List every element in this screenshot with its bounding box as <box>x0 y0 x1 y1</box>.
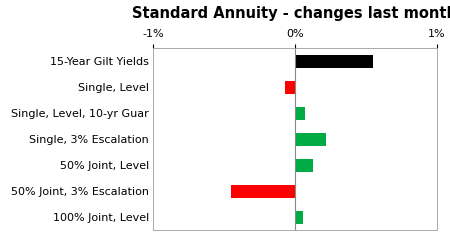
Bar <box>295 107 305 120</box>
Bar <box>295 159 313 172</box>
Bar <box>295 133 326 146</box>
Bar <box>231 185 295 198</box>
Bar <box>295 54 373 67</box>
Title: Standard Annuity - changes last month: Standard Annuity - changes last month <box>132 6 450 21</box>
Bar <box>295 211 303 224</box>
Bar <box>285 81 295 94</box>
